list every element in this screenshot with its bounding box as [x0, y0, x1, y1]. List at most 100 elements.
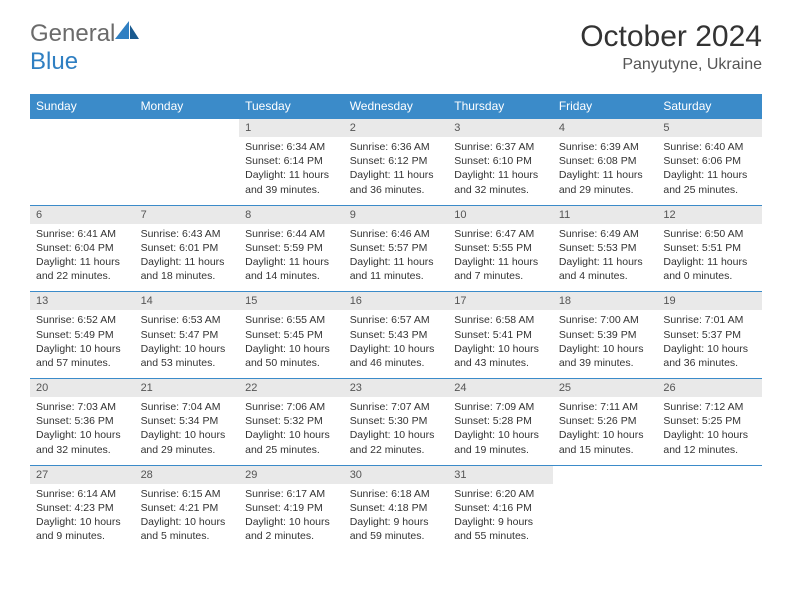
day-cell: 30Sunrise: 6:18 AMSunset: 4:18 PMDayligh… [344, 465, 449, 551]
day-cell: 16Sunrise: 6:57 AMSunset: 5:43 PMDayligh… [344, 292, 449, 379]
day-cell: 7Sunrise: 6:43 AMSunset: 6:01 PMDaylight… [135, 205, 240, 292]
day-number: 27 [30, 466, 135, 484]
day-header: Sunday [30, 94, 135, 119]
day-number: 30 [344, 466, 449, 484]
day-cell: 5Sunrise: 6:40 AMSunset: 6:06 PMDaylight… [657, 119, 762, 206]
day-content: Sunrise: 6:55 AMSunset: 5:45 PMDaylight:… [239, 310, 344, 378]
title-block: October 2024 Panyutyne, Ukraine [580, 20, 762, 74]
day-number: 23 [344, 379, 449, 397]
day-cell: 4Sunrise: 6:39 AMSunset: 6:08 PMDaylight… [553, 119, 658, 206]
day-cell: 29Sunrise: 6:17 AMSunset: 4:19 PMDayligh… [239, 465, 344, 551]
day-content: Sunrise: 6:15 AMSunset: 4:21 PMDaylight:… [135, 484, 240, 552]
day-number: 26 [657, 379, 762, 397]
day-cell: 6Sunrise: 6:41 AMSunset: 6:04 PMDaylight… [30, 205, 135, 292]
day-cell [553, 465, 658, 551]
day-cell: 9Sunrise: 6:46 AMSunset: 5:57 PMDaylight… [344, 205, 449, 292]
week-row: 1Sunrise: 6:34 AMSunset: 6:14 PMDaylight… [30, 119, 762, 206]
day-number: 29 [239, 466, 344, 484]
day-content: Sunrise: 6:17 AMSunset: 4:19 PMDaylight:… [239, 484, 344, 552]
day-number: 9 [344, 206, 449, 224]
month-title: October 2024 [580, 20, 762, 54]
logo-blue: Blue [30, 48, 78, 75]
day-header: Friday [553, 94, 658, 119]
day-cell [135, 119, 240, 206]
day-number: 6 [30, 206, 135, 224]
day-number: 1 [239, 119, 344, 137]
day-content: Sunrise: 6:46 AMSunset: 5:57 PMDaylight:… [344, 224, 449, 292]
day-cell: 25Sunrise: 7:11 AMSunset: 5:26 PMDayligh… [553, 379, 658, 466]
day-header: Thursday [448, 94, 553, 119]
calendar-table: SundayMondayTuesdayWednesdayThursdayFrid… [30, 94, 762, 551]
day-cell: 23Sunrise: 7:07 AMSunset: 5:30 PMDayligh… [344, 379, 449, 466]
location: Panyutyne, Ukraine [580, 56, 762, 74]
day-cell: 8Sunrise: 6:44 AMSunset: 5:59 PMDaylight… [239, 205, 344, 292]
day-content: Sunrise: 6:49 AMSunset: 5:53 PMDaylight:… [553, 224, 658, 292]
day-cell: 10Sunrise: 6:47 AMSunset: 5:55 PMDayligh… [448, 205, 553, 292]
day-number: 25 [553, 379, 658, 397]
day-number: 13 [30, 292, 135, 310]
day-content: Sunrise: 7:09 AMSunset: 5:28 PMDaylight:… [448, 397, 553, 465]
day-content: Sunrise: 6:39 AMSunset: 6:08 PMDaylight:… [553, 137, 658, 205]
day-content: Sunrise: 7:07 AMSunset: 5:30 PMDaylight:… [344, 397, 449, 465]
day-number: 18 [553, 292, 658, 310]
day-cell [657, 465, 762, 551]
day-cell: 13Sunrise: 6:52 AMSunset: 5:49 PMDayligh… [30, 292, 135, 379]
day-number: 15 [239, 292, 344, 310]
day-cell: 14Sunrise: 6:53 AMSunset: 5:47 PMDayligh… [135, 292, 240, 379]
logo-sail-icon [115, 21, 141, 41]
day-cell: 2Sunrise: 6:36 AMSunset: 6:12 PMDaylight… [344, 119, 449, 206]
day-number: 11 [553, 206, 658, 224]
day-number: 2 [344, 119, 449, 137]
week-row: 6Sunrise: 6:41 AMSunset: 6:04 PMDaylight… [30, 205, 762, 292]
day-content: Sunrise: 6:47 AMSunset: 5:55 PMDaylight:… [448, 224, 553, 292]
week-row: 27Sunrise: 6:14 AMSunset: 4:23 PMDayligh… [30, 465, 762, 551]
day-number: 5 [657, 119, 762, 137]
day-cell: 26Sunrise: 7:12 AMSunset: 5:25 PMDayligh… [657, 379, 762, 466]
day-cell: 21Sunrise: 7:04 AMSunset: 5:34 PMDayligh… [135, 379, 240, 466]
day-cell: 3Sunrise: 6:37 AMSunset: 6:10 PMDaylight… [448, 119, 553, 206]
logo: GeneralBlue [30, 20, 141, 76]
day-header: Monday [135, 94, 240, 119]
day-number: 8 [239, 206, 344, 224]
day-number: 4 [553, 119, 658, 137]
day-content: Sunrise: 6:14 AMSunset: 4:23 PMDaylight:… [30, 484, 135, 552]
day-content: Sunrise: 6:43 AMSunset: 6:01 PMDaylight:… [135, 224, 240, 292]
day-cell: 24Sunrise: 7:09 AMSunset: 5:28 PMDayligh… [448, 379, 553, 466]
day-number: 22 [239, 379, 344, 397]
day-content: Sunrise: 6:53 AMSunset: 5:47 PMDaylight:… [135, 310, 240, 378]
day-content: Sunrise: 6:52 AMSunset: 5:49 PMDaylight:… [30, 310, 135, 378]
day-cell: 15Sunrise: 6:55 AMSunset: 5:45 PMDayligh… [239, 292, 344, 379]
day-number: 14 [135, 292, 240, 310]
day-number: 17 [448, 292, 553, 310]
day-content: Sunrise: 6:41 AMSunset: 6:04 PMDaylight:… [30, 224, 135, 292]
day-content: Sunrise: 6:44 AMSunset: 5:59 PMDaylight:… [239, 224, 344, 292]
day-content: Sunrise: 6:58 AMSunset: 5:41 PMDaylight:… [448, 310, 553, 378]
logo-text: GeneralBlue [30, 20, 141, 76]
day-number: 28 [135, 466, 240, 484]
day-number: 3 [448, 119, 553, 137]
day-header: Saturday [657, 94, 762, 119]
day-content: Sunrise: 6:36 AMSunset: 6:12 PMDaylight:… [344, 137, 449, 205]
day-cell [30, 119, 135, 206]
day-content: Sunrise: 7:03 AMSunset: 5:36 PMDaylight:… [30, 397, 135, 465]
day-content: Sunrise: 6:20 AMSunset: 4:16 PMDaylight:… [448, 484, 553, 552]
day-content: Sunrise: 7:12 AMSunset: 5:25 PMDaylight:… [657, 397, 762, 465]
day-content: Sunrise: 6:18 AMSunset: 4:18 PMDaylight:… [344, 484, 449, 552]
day-cell: 17Sunrise: 6:58 AMSunset: 5:41 PMDayligh… [448, 292, 553, 379]
day-content: Sunrise: 6:37 AMSunset: 6:10 PMDaylight:… [448, 137, 553, 205]
day-header-row: SundayMondayTuesdayWednesdayThursdayFrid… [30, 94, 762, 119]
day-cell: 12Sunrise: 6:50 AMSunset: 5:51 PMDayligh… [657, 205, 762, 292]
day-cell: 28Sunrise: 6:15 AMSunset: 4:21 PMDayligh… [135, 465, 240, 551]
day-cell: 22Sunrise: 7:06 AMSunset: 5:32 PMDayligh… [239, 379, 344, 466]
day-cell: 31Sunrise: 6:20 AMSunset: 4:16 PMDayligh… [448, 465, 553, 551]
day-cell: 27Sunrise: 6:14 AMSunset: 4:23 PMDayligh… [30, 465, 135, 551]
day-cell: 1Sunrise: 6:34 AMSunset: 6:14 PMDaylight… [239, 119, 344, 206]
day-cell: 19Sunrise: 7:01 AMSunset: 5:37 PMDayligh… [657, 292, 762, 379]
day-content: Sunrise: 7:00 AMSunset: 5:39 PMDaylight:… [553, 310, 658, 378]
day-content: Sunrise: 6:50 AMSunset: 5:51 PMDaylight:… [657, 224, 762, 292]
day-content: Sunrise: 7:01 AMSunset: 5:37 PMDaylight:… [657, 310, 762, 378]
day-header: Wednesday [344, 94, 449, 119]
day-content: Sunrise: 7:11 AMSunset: 5:26 PMDaylight:… [553, 397, 658, 465]
day-cell: 20Sunrise: 7:03 AMSunset: 5:36 PMDayligh… [30, 379, 135, 466]
week-row: 20Sunrise: 7:03 AMSunset: 5:36 PMDayligh… [30, 379, 762, 466]
